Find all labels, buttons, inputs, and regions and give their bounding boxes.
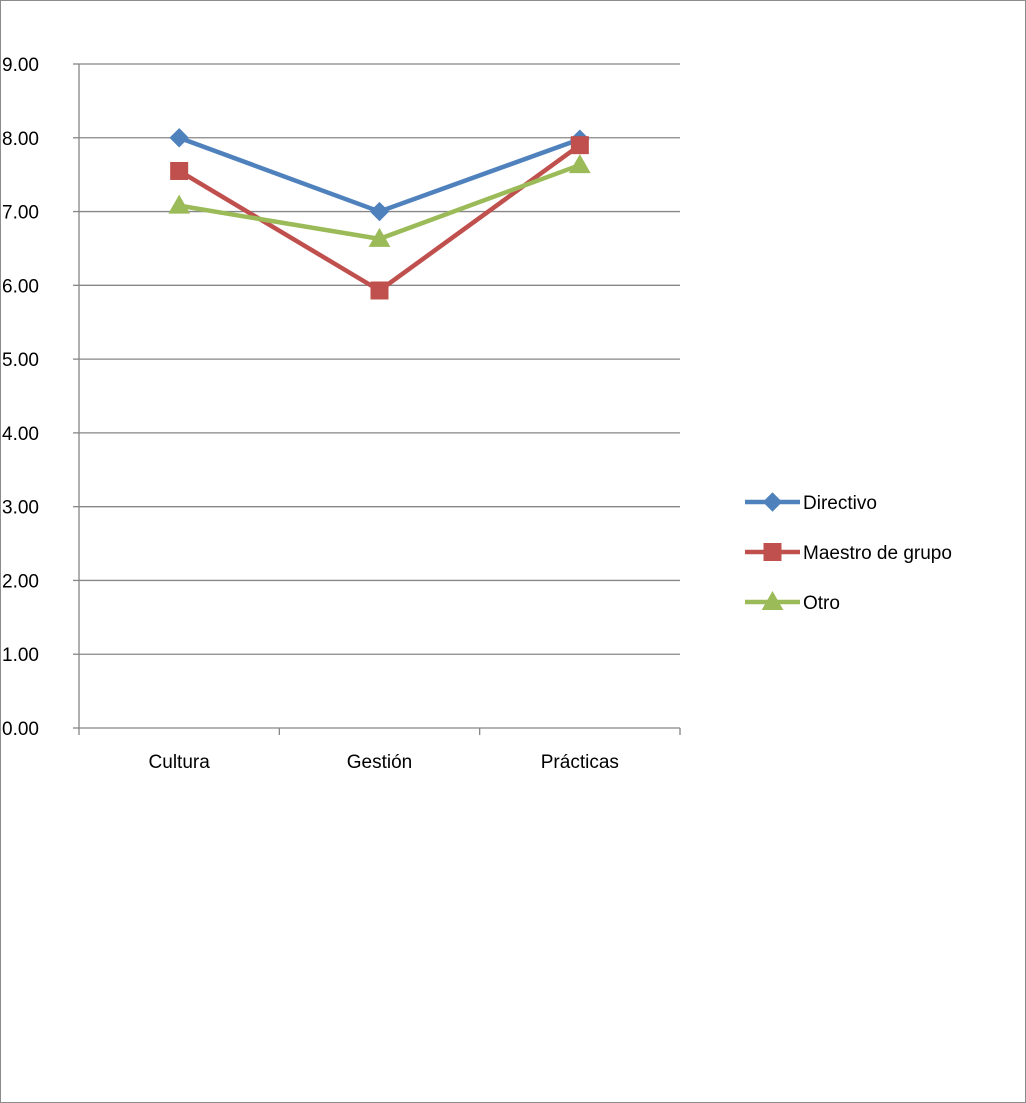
legend-swatch-marker xyxy=(762,492,783,512)
y-tick-label: 7.00 xyxy=(2,203,39,224)
gridlines xyxy=(79,63,680,655)
data-point-1-2 xyxy=(570,136,589,155)
data-point-1-1 xyxy=(370,281,389,300)
series-line-0 xyxy=(176,135,583,214)
y-tick-label: 8.00 xyxy=(2,129,39,150)
y-tick-label: 5.00 xyxy=(2,350,39,371)
y-tick-label: 4.00 xyxy=(2,424,39,445)
data-point-2-1 xyxy=(368,227,391,247)
legend-label: Maestro de grupo xyxy=(803,543,952,564)
data-point-0-0 xyxy=(169,128,189,148)
y-tick-label: 2.00 xyxy=(2,571,39,592)
data-point-2-2 xyxy=(568,154,591,174)
x-tick-label: Prácticas xyxy=(541,752,619,773)
legend-swatch-marker xyxy=(763,543,782,561)
x-tick-label: Cultura xyxy=(149,752,211,773)
legend: Directivo Maestro de grupo Otro xyxy=(745,492,952,614)
legend-label: Otro xyxy=(803,593,840,614)
x-tick-label: Gestión xyxy=(347,752,412,773)
y-tick-label: 1.00 xyxy=(2,645,39,666)
data-point-1-0 xyxy=(170,161,189,180)
y-tick-label: 9.00 xyxy=(2,55,39,76)
legend-label: Directivo xyxy=(803,493,877,514)
series-markers xyxy=(168,128,591,300)
y-axis-tick-labels: 0.00 1.00 2.00 3.00 4.00 5.00 6.00 7.00 8.00 9.00 xyxy=(2,55,39,740)
y-tick-label: 3.00 xyxy=(2,498,39,519)
axes xyxy=(73,63,681,735)
y-tick-label: 0.00 xyxy=(2,719,39,740)
data-point-2-0 xyxy=(168,194,191,214)
x-axis-tick-labels: Cultura Gestión Prácticas xyxy=(149,752,619,773)
data-point-0-1 xyxy=(369,201,390,222)
y-tick-label: 6.00 xyxy=(2,276,39,297)
legend-swatch-marker xyxy=(761,590,784,610)
